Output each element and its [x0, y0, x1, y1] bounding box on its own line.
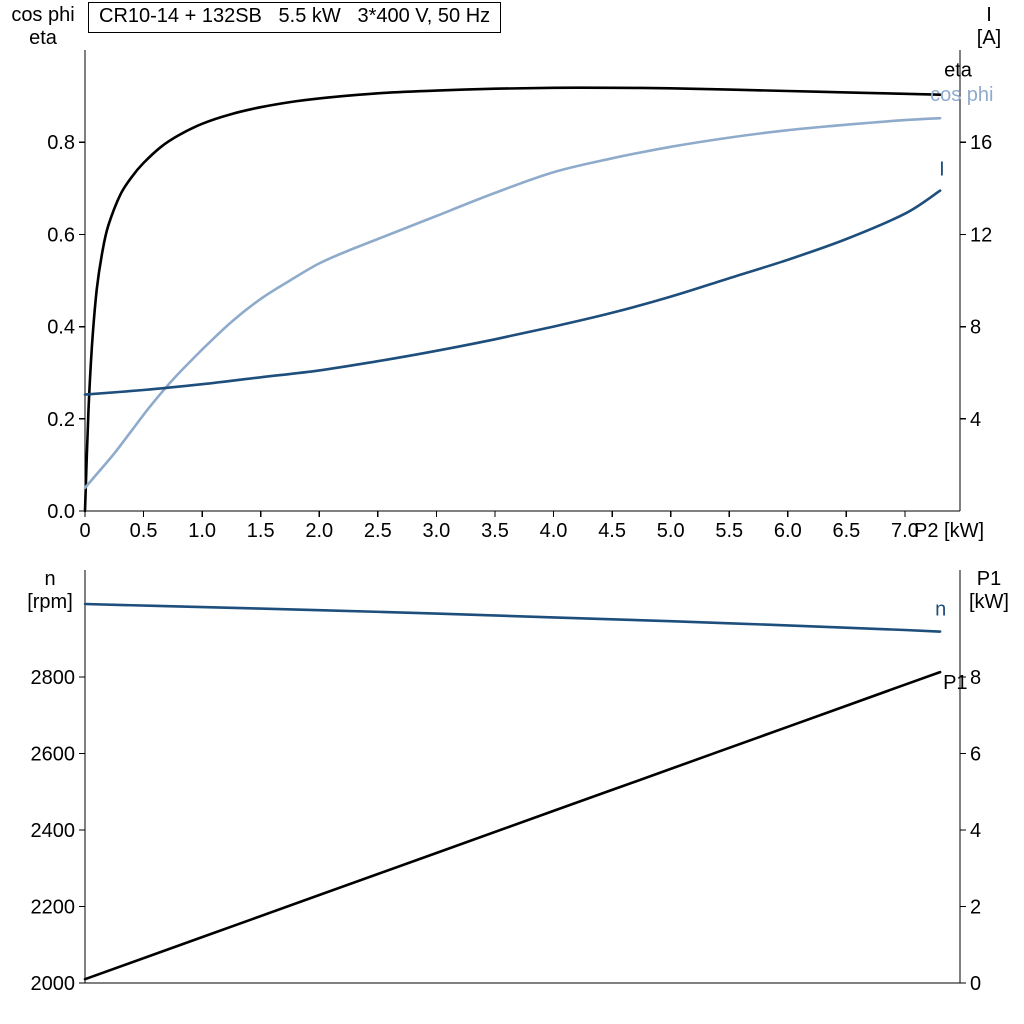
left-tick-label: 2200 — [31, 897, 76, 919]
x-tick-label: 4.0 — [540, 520, 568, 542]
chart-title-box: CR10-14 + 132SB 5.5 kW 3*400 V, 50 Hz — [88, 2, 502, 33]
right-tick-label: 12 — [970, 224, 992, 246]
curve-eta — [83, 86, 942, 513]
left-tick-label: 0.8 — [47, 132, 75, 154]
left-tick-label: 2600 — [31, 744, 76, 766]
right-tick-label: 16 — [970, 132, 992, 154]
right-tick-label: 8 — [970, 667, 981, 689]
right-tick-label: 8 — [970, 317, 981, 339]
x-tick-label: 3.5 — [481, 520, 509, 542]
curve-label-eta: eta — [944, 60, 973, 82]
x-axis-unit-label: P2 [kW] — [914, 520, 984, 542]
curve-I — [83, 189, 942, 396]
x-tick-label: 6.0 — [774, 520, 802, 542]
x-tick-label: 0.5 — [130, 520, 158, 542]
left-tick-label: 2000 — [31, 973, 76, 995]
x-tick-label: 5.0 — [657, 520, 685, 542]
x-tick-label: 6.5 — [832, 520, 860, 542]
x-tick-label: 4.5 — [598, 520, 626, 542]
curve-label-n: n — [935, 599, 946, 621]
x-tick-label: 0 — [79, 520, 90, 542]
right-tick-label: 2 — [970, 897, 981, 919]
right-tick-label: 0 — [970, 973, 981, 995]
right-tick-label: 6 — [970, 744, 981, 766]
bottom-right-axis-label: P1 [kW] — [969, 568, 1009, 613]
right-tick-label: 4 — [970, 820, 981, 842]
left-tick-label: 2400 — [31, 820, 76, 842]
left-tick-label: 0.6 — [47, 224, 75, 246]
curve-label-P1: P1 — [943, 672, 967, 694]
left-tick-label: 0.4 — [47, 317, 75, 339]
top-left-axis-label: cos phi eta — [11, 4, 75, 49]
x-tick-label: 1.5 — [247, 520, 275, 542]
curve-label-cos-phi: cos phi — [930, 84, 993, 106]
left-tick-label: 0.2 — [47, 409, 75, 431]
top-right-axis-label: I [A] — [976, 4, 1002, 49]
right-tick-label: 4 — [970, 409, 981, 431]
x-tick-label: 7.0 — [891, 520, 919, 542]
curve-label-I: I — [939, 159, 945, 181]
bottom-left-axis-label: n [rpm] — [27, 568, 73, 613]
left-tick-label: 0.0 — [47, 501, 75, 523]
x-tick-label: 1.0 — [188, 520, 216, 542]
left-tick-label: 2800 — [31, 667, 76, 689]
x-tick-label: 2.0 — [305, 520, 333, 542]
curve-P1 — [83, 670, 942, 981]
curve-cos-phi — [83, 116, 942, 490]
curve-n — [83, 602, 942, 633]
x-tick-label: 2.5 — [364, 520, 392, 542]
x-tick-label: 5.5 — [715, 520, 743, 542]
x-tick-label: 3.0 — [422, 520, 450, 542]
